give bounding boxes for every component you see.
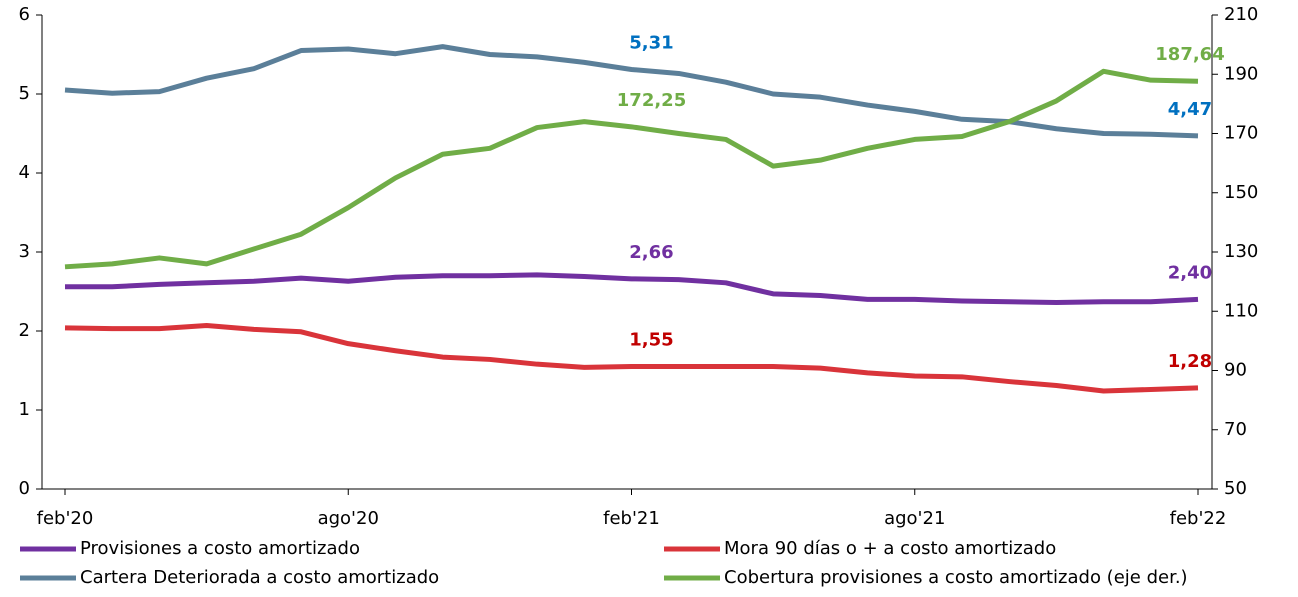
y2-tick-label: 110 <box>1224 300 1258 321</box>
y-tick-label: 4 <box>19 162 30 183</box>
y-tick-label: 3 <box>19 241 30 262</box>
y-tick-label: 6 <box>19 4 30 25</box>
data-label: 2,66 <box>629 242 673 263</box>
data-label: 2,40 <box>1168 262 1212 283</box>
data-label: 187,64 <box>1155 44 1224 65</box>
line <box>64 322 1199 394</box>
data-label: 1,28 <box>1168 351 1212 372</box>
legend-label: Provisiones a costo amortizado <box>80 538 360 559</box>
x-tick-label: ago'21 <box>884 508 945 529</box>
legend-label: Mora 90 días o + a costo amortizado <box>724 538 1056 559</box>
y2-tick-label: 130 <box>1224 241 1258 262</box>
y2-tick-label: 210 <box>1224 4 1258 25</box>
x-tick-label: feb'22 <box>1170 508 1227 529</box>
y2-tick-label: 150 <box>1224 182 1258 203</box>
line <box>64 68 1199 270</box>
y-tick-label: 2 <box>19 320 30 341</box>
y-tick-label: 5 <box>19 83 30 104</box>
y2-tick-label: 50 <box>1224 478 1247 499</box>
y2-tick-label: 90 <box>1224 360 1247 381</box>
x-tick-label: ago'20 <box>318 508 379 529</box>
y-tick-label: 1 <box>19 399 30 420</box>
data-label: 1,55 <box>629 330 673 351</box>
legend-label: Cobertura provisiones a costo amortizado… <box>724 567 1188 588</box>
x-tick-label: feb'21 <box>603 508 660 529</box>
data-label: 5,31 <box>629 33 673 54</box>
x-tick-label: feb'20 <box>37 508 94 529</box>
y-tick-label: 0 <box>19 478 30 499</box>
data-label: 4,47 <box>1168 99 1212 120</box>
y2-tick-label: 70 <box>1224 419 1247 440</box>
y2-tick-label: 170 <box>1224 123 1258 144</box>
data-label: 172,25 <box>617 90 686 111</box>
line <box>65 272 1199 306</box>
legend-label: Cartera Deteriorada a costo amortizado <box>80 567 439 588</box>
y2-tick-label: 190 <box>1224 63 1258 84</box>
